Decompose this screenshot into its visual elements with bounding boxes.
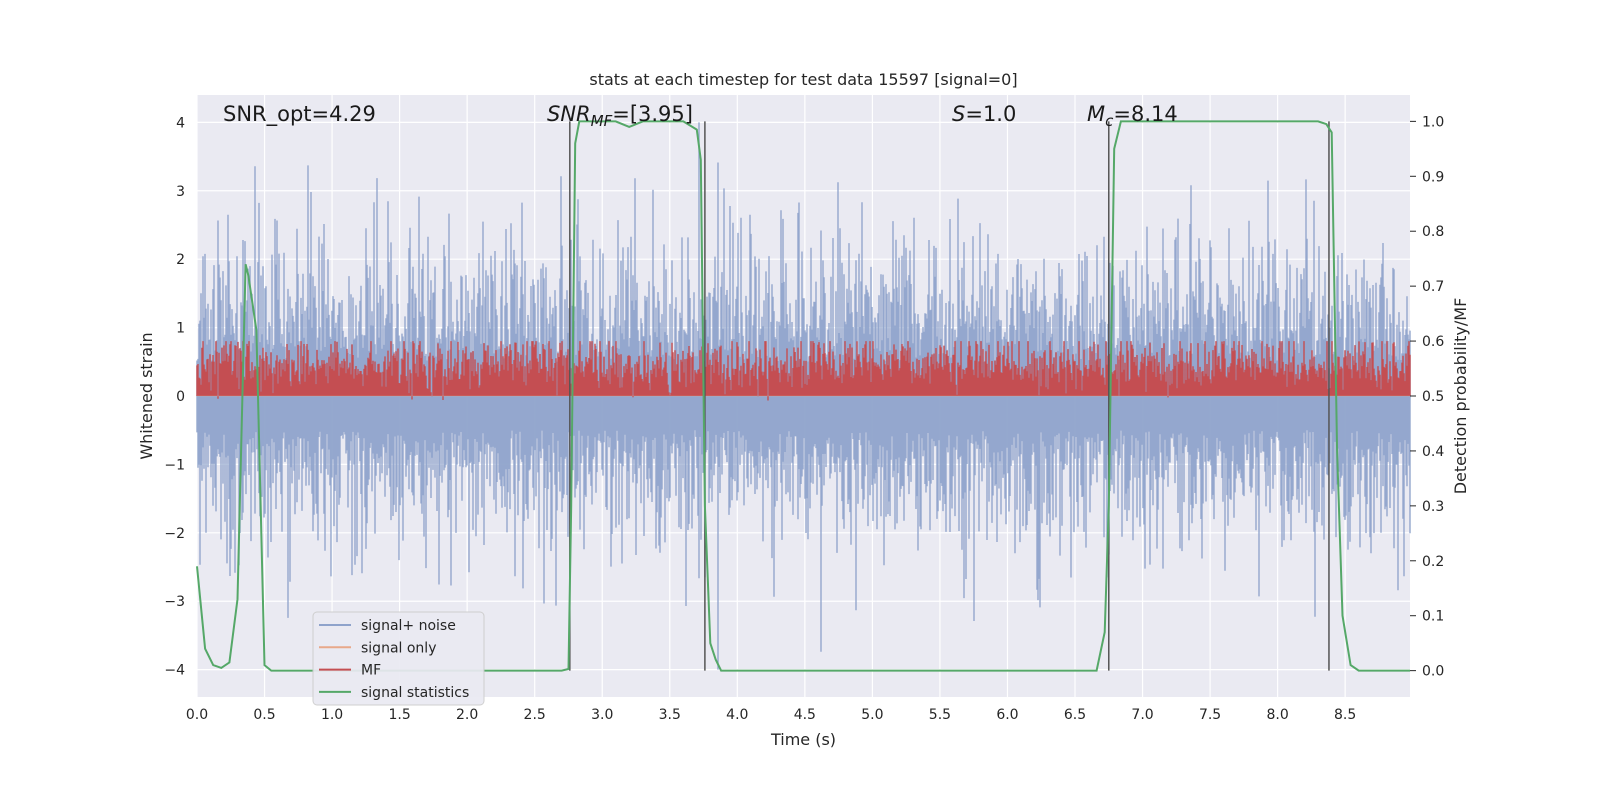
x-tick-label: 8.0 — [1266, 707, 1288, 723]
legend-label: signal+ noise — [361, 618, 456, 634]
x-tick-label: 1.0 — [321, 707, 343, 723]
x-tick-label: 2.0 — [456, 707, 478, 723]
x-tick-label: 5.5 — [929, 707, 951, 723]
x-tick-label: 4.5 — [794, 707, 816, 723]
mf-line — [196, 341, 1411, 401]
y-tick-label: 3 — [176, 184, 185, 200]
chart-title: stats at each timestep for test data 155… — [589, 70, 1017, 89]
legend-label: signal only — [361, 640, 436, 656]
y-tick-label: −3 — [164, 594, 185, 610]
x-tick-label: 5.0 — [861, 707, 883, 723]
legend-label: MF — [361, 663, 381, 679]
x-axis-label: Time (s) — [770, 730, 836, 749]
annotation-snr-mf: SNRMF=[3.95] — [547, 102, 693, 130]
x-tick-label: 6.5 — [1064, 707, 1086, 723]
y-right-tick-label: 0.8 — [1422, 224, 1444, 240]
y-tick-label: −2 — [164, 526, 185, 542]
x-tick-label: 0.0 — [186, 707, 208, 723]
legend-box — [312, 611, 485, 706]
legend: signal+ noise signal only MF signal statist… — [312, 611, 485, 706]
legend-label: signal statistics — [361, 685, 469, 701]
y-right-tick-label: 0.6 — [1422, 334, 1444, 350]
y-right-tick-label: 0.4 — [1422, 444, 1444, 460]
y-right-tick-label: 0.9 — [1422, 169, 1444, 185]
y-right-tick-label: 0.5 — [1422, 389, 1444, 405]
y-right-tick-label: 0.7 — [1422, 279, 1444, 295]
x-tick-label: 3.0 — [591, 707, 613, 723]
y-right-tick-label: 1.0 — [1422, 114, 1444, 130]
x-tick-label: 1.5 — [388, 707, 410, 723]
x-tick-label: 3.5 — [659, 707, 681, 723]
y-tick-label: 0 — [176, 389, 185, 405]
y-right-tick-label: 0.3 — [1422, 499, 1444, 515]
x-tick-label: 6.0 — [996, 707, 1018, 723]
y-tick-label: 1 — [176, 321, 185, 337]
x-tick-label: 0.5 — [253, 707, 275, 723]
x-tick-label: 2.5 — [524, 707, 546, 723]
y-tick-label: 2 — [176, 252, 185, 268]
y-right-tick-label: 0.2 — [1422, 554, 1444, 570]
y-right-tick-label: 0.1 — [1422, 609, 1444, 625]
annotation-snr-opt: SNR_opt=4.29 — [223, 102, 376, 127]
x-tick-label: 4.0 — [726, 707, 748, 723]
y-tick-label: −4 — [164, 663, 185, 679]
annotation-s: S=1.0 — [952, 102, 1016, 126]
signal-statistics-line — [196, 120, 1410, 672]
y-tick-label: −1 — [164, 457, 185, 473]
y-axis-right-label: Detection probability/MF — [1451, 298, 1470, 495]
y-axis-label: Whitened strain — [137, 332, 156, 459]
x-tick-label: 8.5 — [1334, 707, 1356, 723]
mf-series — [196, 341, 1411, 401]
y-tick-label: 4 — [176, 115, 185, 131]
y-right-tick-label: 0.0 — [1422, 664, 1444, 680]
annotation-mc: Mc=8.14 — [1087, 102, 1178, 130]
x-tick-label: 7.5 — [1199, 707, 1221, 723]
x-tick-label: 7.0 — [1131, 707, 1153, 723]
signal-statistics-series — [196, 120, 1410, 672]
axis-ticks: 0.0 0.5 1.0 1.5 2.0 2.5 3.0 3.5 4.0 4.5 5.0 5.5 6.0 6… — [164, 114, 1444, 723]
